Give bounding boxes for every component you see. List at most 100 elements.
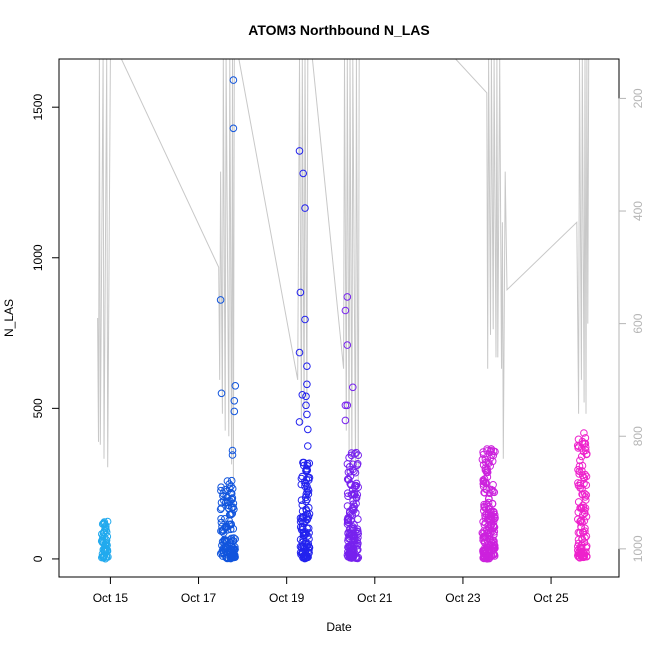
data-point — [302, 401, 310, 410]
data-point — [484, 495, 493, 503]
data-point — [580, 429, 588, 437]
data-point — [216, 505, 225, 514]
data-point — [296, 288, 305, 297]
data-point — [578, 471, 587, 480]
data-point — [579, 528, 588, 537]
data-point — [483, 500, 491, 508]
data-point — [576, 504, 584, 512]
data-point — [303, 380, 311, 389]
data-point — [351, 468, 360, 477]
data-point — [486, 541, 494, 549]
data-point — [217, 515, 225, 523]
data-point — [576, 554, 584, 562]
data-point — [229, 499, 238, 508]
data-point — [341, 401, 350, 410]
data-point — [577, 516, 586, 524]
y2-axis: 200 400 600 800 1000 — [618, 88, 645, 562]
data-point — [577, 452, 586, 461]
data-point — [102, 536, 111, 545]
data-point — [304, 485, 312, 493]
data-point — [482, 468, 491, 476]
x-tick-label: Oct 17 — [181, 591, 217, 605]
data-point — [481, 538, 489, 547]
data-point — [488, 500, 497, 508]
x-tick-label: Oct 25 — [533, 591, 569, 605]
data-point — [228, 446, 237, 455]
data-point — [305, 546, 313, 555]
chart-title: ATOM3 Northbound N_LAS — [248, 22, 429, 38]
data-point — [582, 542, 591, 550]
data-point — [482, 485, 491, 494]
data-point — [581, 493, 590, 501]
x-tick-label: Oct 15 — [93, 591, 129, 605]
data-point — [348, 504, 357, 512]
x-axis-label: Date — [326, 620, 352, 634]
data-point — [217, 527, 225, 535]
data-point — [303, 510, 312, 518]
y2-series-line-group — [97, 59, 590, 482]
y2-tick-label: 400 — [631, 201, 645, 221]
data-point — [217, 483, 225, 492]
data-point — [581, 524, 589, 533]
y2-tick-label: 800 — [631, 426, 645, 446]
x-tick-label: Oct 21 — [357, 591, 393, 605]
data-point — [575, 462, 584, 471]
data-point — [295, 147, 304, 155]
data-point — [225, 480, 234, 488]
data-point — [216, 296, 225, 304]
data-point — [305, 543, 314, 552]
data-point — [481, 531, 490, 540]
data-point — [574, 444, 583, 452]
data-point — [223, 554, 231, 563]
data-point — [489, 550, 497, 559]
data-point — [217, 504, 226, 512]
x-axis: Oct 15 Oct 17 Oct 19 Oct 21 Oct 23 Oct 25 — [93, 576, 569, 605]
data-point — [303, 362, 311, 371]
data-point — [479, 476, 488, 484]
data-point — [225, 516, 233, 525]
data-point — [582, 481, 591, 489]
data-point — [578, 461, 587, 470]
data-point — [480, 527, 488, 535]
scatter-points-group — [97, 76, 591, 563]
data-point — [302, 507, 311, 515]
data-point — [489, 447, 498, 456]
data-point — [343, 401, 352, 410]
data-point — [227, 542, 236, 550]
data-point — [302, 392, 310, 401]
y-axis: 0 500 1000 1500 — [31, 94, 60, 562]
data-point — [582, 512, 591, 521]
data-point — [301, 493, 310, 502]
data-point — [487, 485, 496, 494]
x-tick-label: Oct 23 — [445, 591, 481, 605]
data-point — [486, 462, 495, 470]
data-point — [349, 523, 357, 531]
data-point — [481, 455, 490, 464]
data-point — [575, 549, 583, 557]
data-point — [231, 535, 239, 543]
x-tick-label: Oct 19 — [269, 591, 305, 605]
data-point — [229, 525, 238, 533]
data-point — [229, 124, 238, 133]
data-point — [580, 439, 589, 448]
data-point — [354, 451, 363, 460]
data-point — [221, 486, 229, 494]
data-point — [489, 451, 498, 460]
data-point — [303, 410, 311, 419]
data-point — [574, 552, 583, 561]
data-point — [304, 425, 312, 434]
data-point — [101, 554, 110, 563]
data-point — [349, 532, 358, 540]
y-tick-label: 0 — [31, 555, 45, 562]
data-point — [479, 450, 488, 459]
data-point — [217, 486, 225, 495]
data-point — [349, 383, 357, 392]
data-point — [227, 489, 235, 497]
y2-tick-label: 1000 — [631, 535, 645, 562]
data-point — [486, 512, 494, 521]
data-point — [347, 516, 355, 525]
data-point — [490, 510, 499, 519]
data-point — [580, 553, 589, 561]
data-point — [343, 293, 352, 301]
